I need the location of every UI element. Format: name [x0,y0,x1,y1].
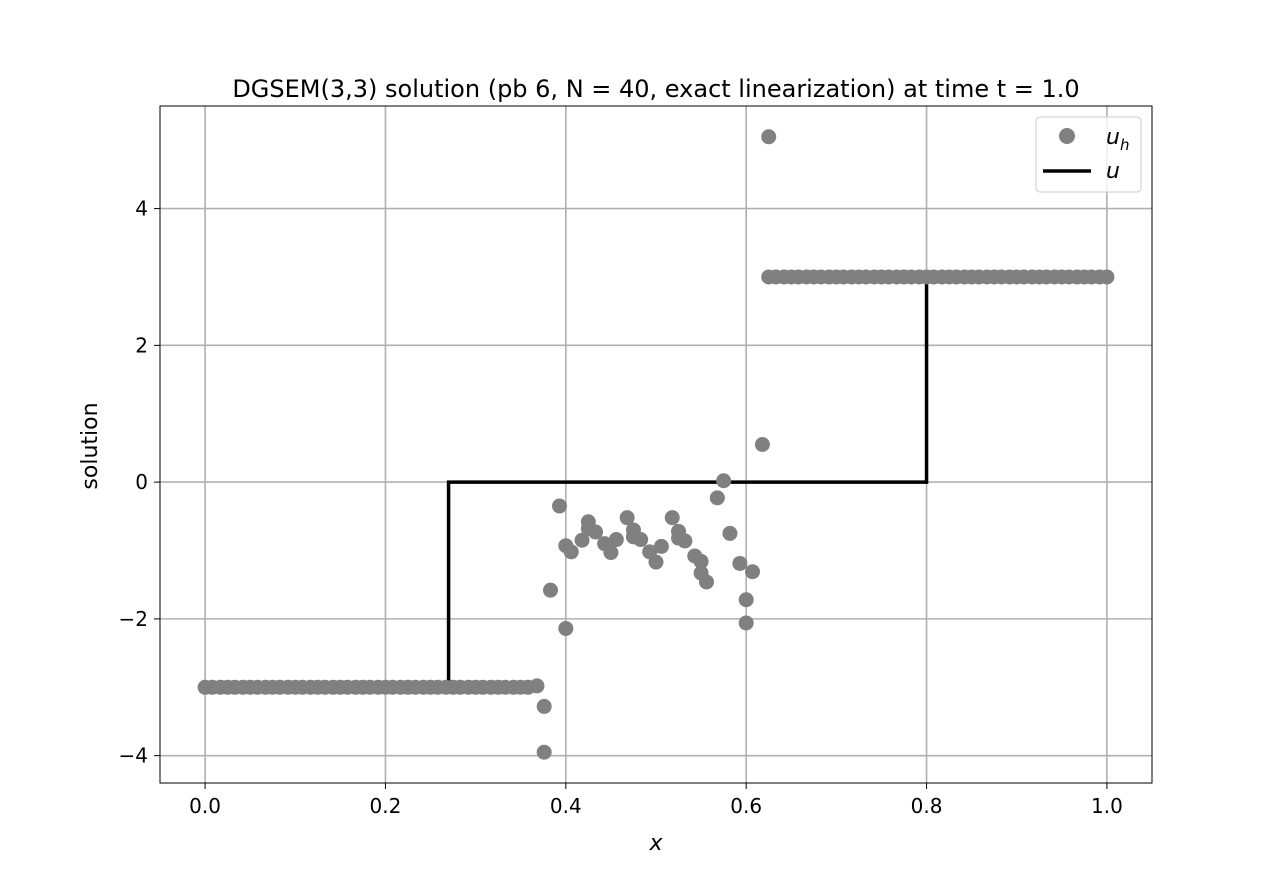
data-point [542,582,558,598]
y-tick-label: 2 [135,333,148,357]
data-point [536,698,552,714]
x-tick-label: 0.2 [370,794,402,818]
data-point [603,545,619,561]
y-tick-label: −2 [119,607,148,631]
y-axis-label: solution [78,402,103,489]
x-tick-label: 1.0 [1091,794,1123,818]
legend: uh u [1035,116,1142,193]
legend-box [1035,116,1142,193]
numerical-solution-points [197,129,1115,760]
x-tick-label: 0.8 [911,794,943,818]
data-point [738,615,754,631]
data-point [648,554,664,570]
x-tick-label: 0.6 [730,794,762,818]
legend-marker-uh [1059,128,1075,144]
data-point [693,553,709,569]
plot-frame [159,105,1153,784]
data-point [716,473,732,489]
y-tick-label: 4 [135,197,148,221]
data-point [588,524,604,540]
legend-label-uh-subscript: h [1120,136,1130,154]
data-point [664,510,680,526]
data-point [608,532,624,548]
y-tick-label: 0 [135,470,148,494]
x-tick-label: 0.4 [550,794,582,818]
y-tick-label: −4 [119,744,148,768]
data-point [653,538,669,554]
data-point [754,437,770,452]
data-point [619,510,635,526]
data-point [633,532,649,548]
data-point [574,532,590,548]
x-axis-label: x [648,831,663,856]
data-point [536,744,552,760]
data-point [722,525,738,541]
legend-label-uh: uh [1106,125,1129,154]
data-point [699,574,715,590]
legend-label-u: u [1106,159,1120,184]
legend-label-uh-base: u [1106,125,1120,150]
x-tick-label: 0.0 [189,794,221,818]
data-point [558,620,574,636]
chart-title: DGSEM(3,3) solution (pb 6, N = 40, exact… [232,75,1079,103]
plot-area [160,106,1152,783]
data-point [744,564,760,580]
data-point [552,498,568,514]
grid [160,106,1152,783]
data-point [563,544,579,560]
data-point [529,678,545,694]
data-point [738,592,754,608]
axis-ticks: 0.0 0.2 0.4 0.6 0.8 1.0 −4 −2 0 2 4 [119,197,1123,818]
data-point [761,129,777,145]
data-point [1099,269,1115,285]
data-point [677,533,693,549]
data-point [709,490,725,506]
data-point [732,555,748,571]
